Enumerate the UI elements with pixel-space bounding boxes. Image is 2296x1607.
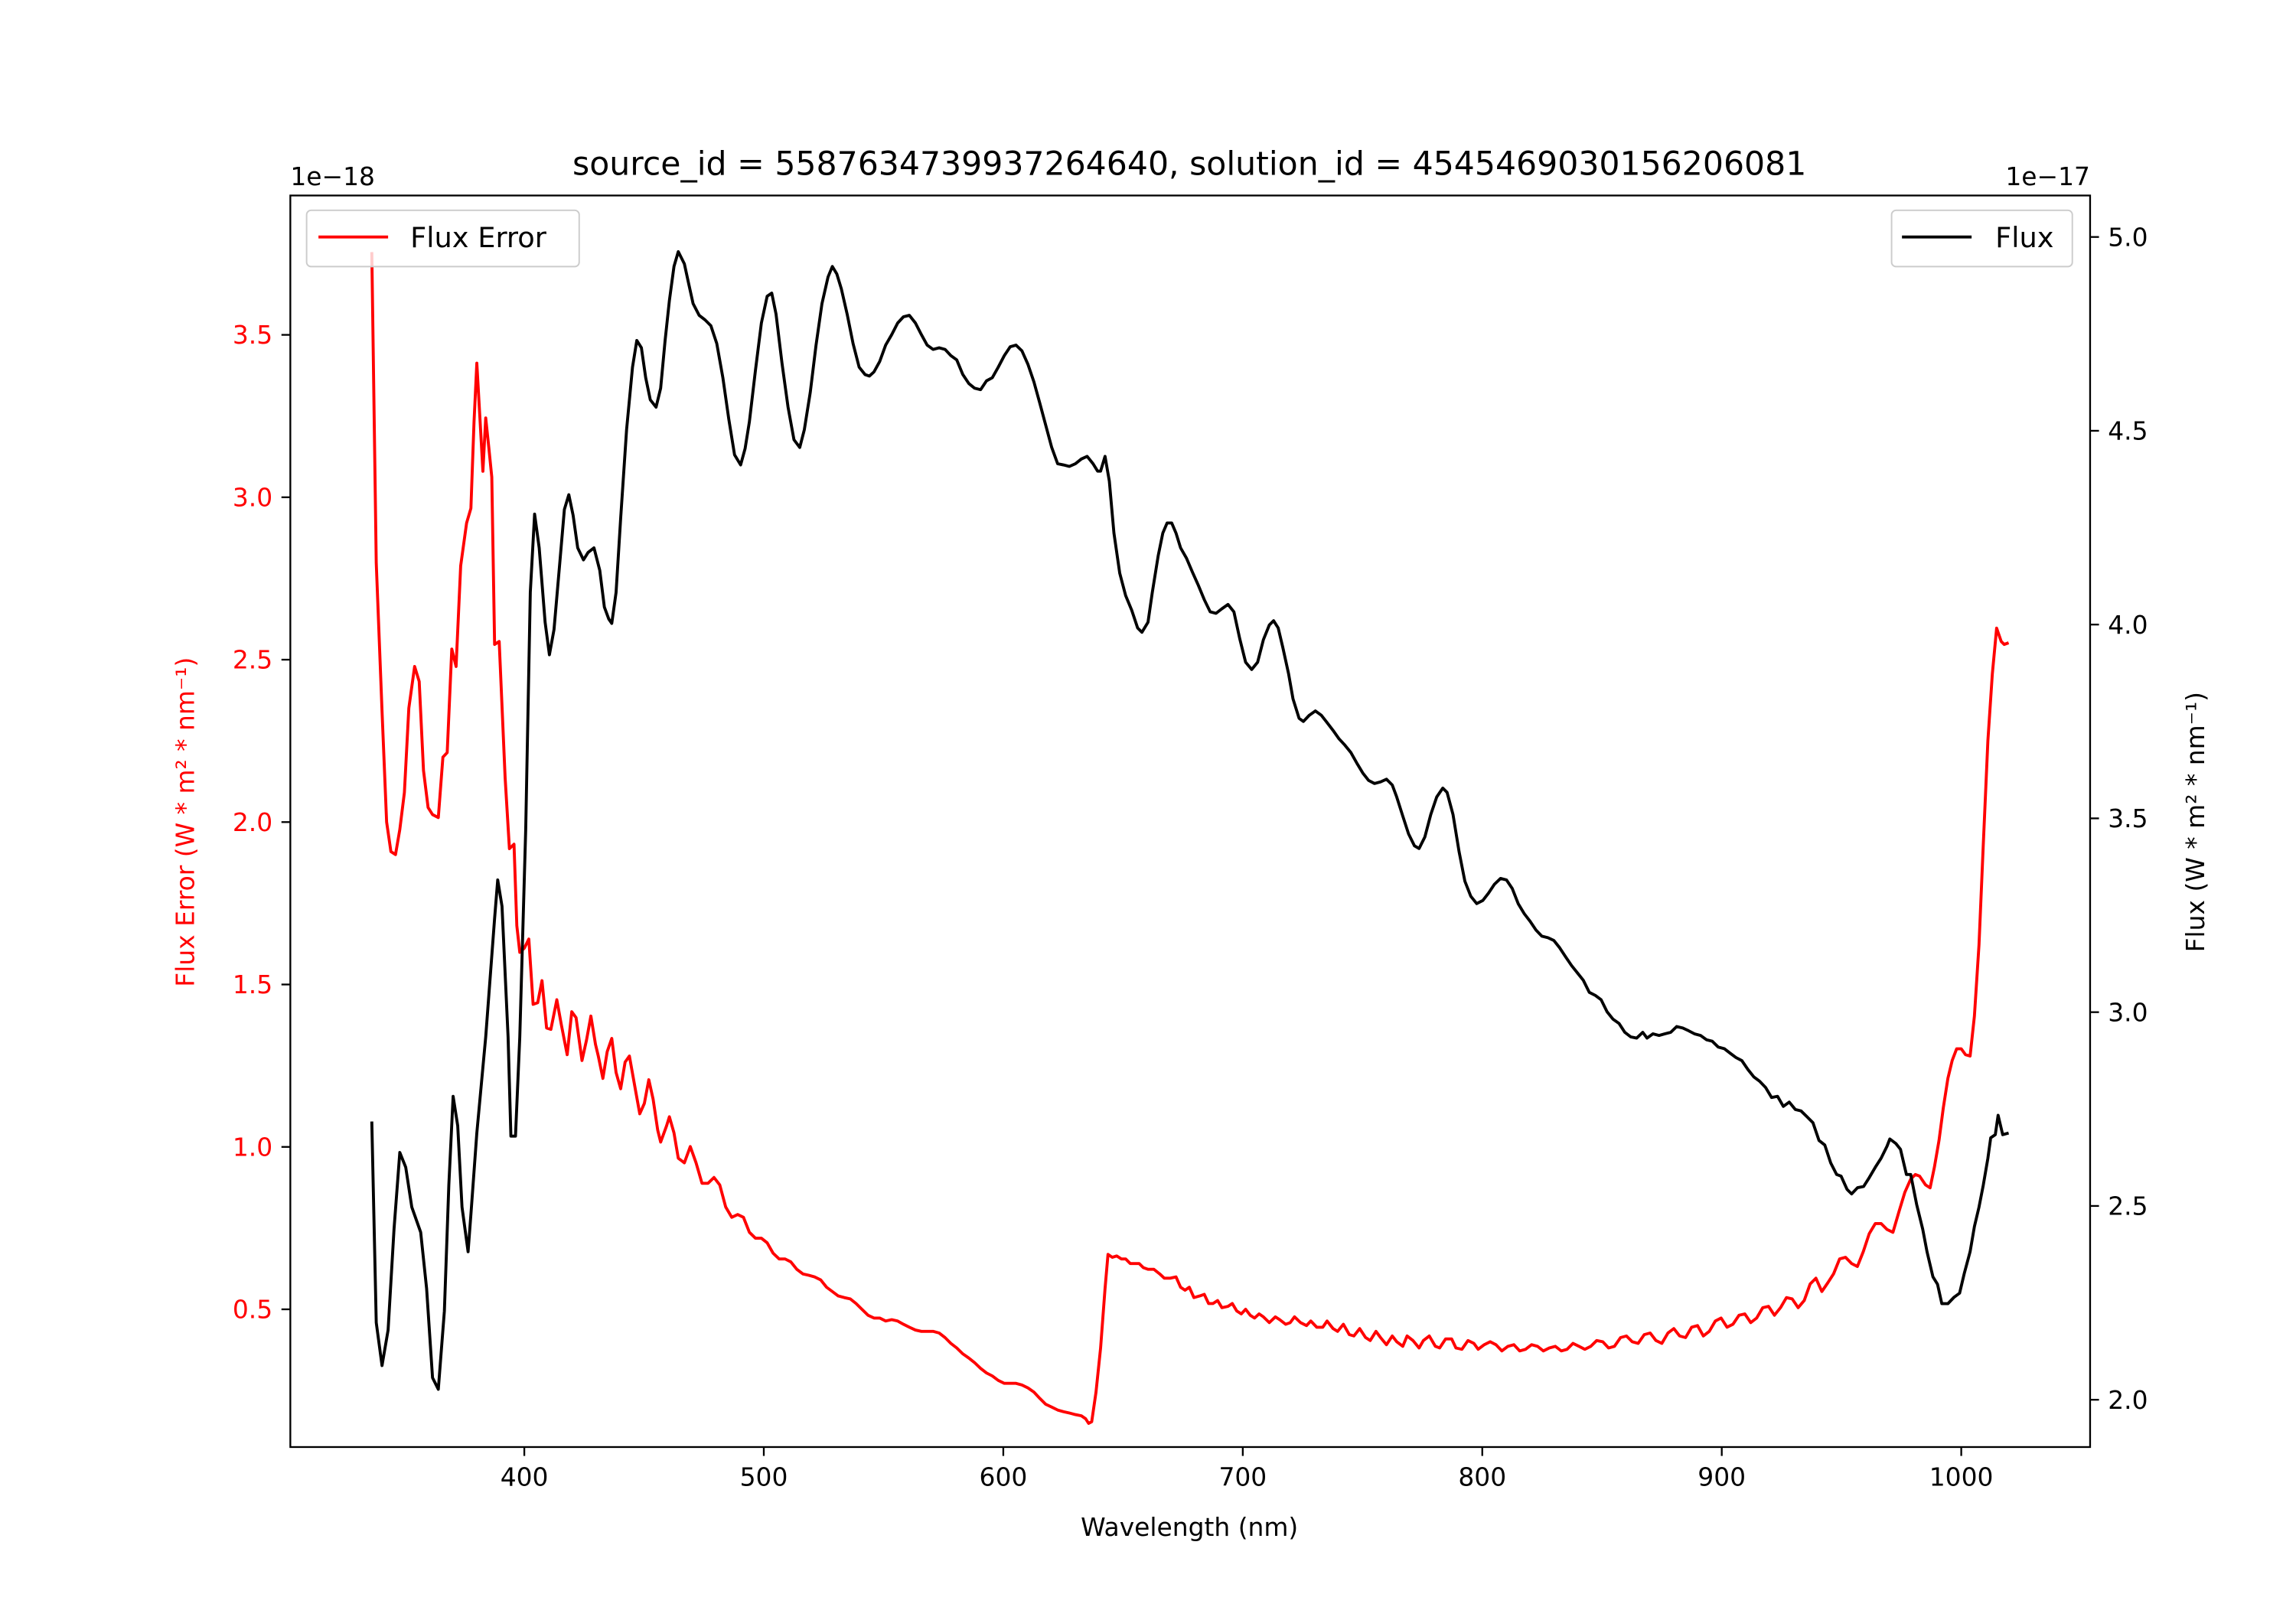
plot-area <box>370 249 2010 1425</box>
series-line-flux-error <box>370 252 2010 1425</box>
legend-box <box>305 209 580 268</box>
x-axis-label: Wavelength (nm) <box>1081 1512 1298 1542</box>
right-y-tick-label: 4.0 <box>2108 610 2148 640</box>
x-tick-label: 800 <box>1458 1462 1506 1491</box>
left-y-tick-label: 3.0 <box>233 482 272 512</box>
left-y-tick-label: 1.5 <box>233 970 272 999</box>
right-y-tick-label: 4.5 <box>2108 416 2148 446</box>
left-offset-text: 1e−18 <box>290 161 375 191</box>
right-y-tick-label: 3.0 <box>2108 997 2148 1027</box>
legend-label-flux: Flux <box>1995 221 2053 254</box>
right-y-tick-label: 3.5 <box>2108 804 2148 833</box>
x-tick-label: 700 <box>1218 1462 1267 1491</box>
left-y-tick-label: 3.5 <box>233 320 272 350</box>
x-tick-label: 400 <box>501 1462 549 1491</box>
right-y-tick-label: 2.5 <box>2108 1191 2148 1221</box>
left-y-tick-label: 1.0 <box>233 1132 272 1162</box>
left-y-tick-label: 2.0 <box>233 807 272 837</box>
left-y-tick-label: 0.5 <box>233 1295 272 1325</box>
legend-flux-error: Flux Error <box>305 209 580 268</box>
series-line-flux <box>370 249 2010 1391</box>
right-y-axis-label: Flux (W * m² * nm⁻¹) <box>2180 692 2210 952</box>
x-tick-label: 900 <box>1698 1462 1746 1491</box>
right-y-tick-label: 2.0 <box>2108 1385 2148 1415</box>
right-y-tick-label: 5.0 <box>2108 222 2148 252</box>
x-tick-label: 600 <box>980 1462 1028 1491</box>
legend-flux: Flux <box>1890 209 2073 268</box>
left-y-axis-label: Flux Error (W * m² * nm⁻¹) <box>171 657 201 987</box>
x-tick-label: 1000 <box>1929 1462 1994 1491</box>
legend-label-flux-error: Flux Error <box>410 221 547 254</box>
x-tick-label: 500 <box>740 1462 788 1491</box>
chart-title: source_id = 5587634739937264640, solutio… <box>572 145 1806 183</box>
axes-frame <box>289 194 2092 1449</box>
axis-ticks: 400 500 600 700 800 900 1000 0.5 1.0 1.5 2.0 2.5 3.0… <box>233 222 2148 1491</box>
legend-box <box>1890 209 2073 268</box>
right-offset-text: 1e−17 <box>2005 161 2090 191</box>
left-y-tick-label: 2.5 <box>233 645 272 675</box>
